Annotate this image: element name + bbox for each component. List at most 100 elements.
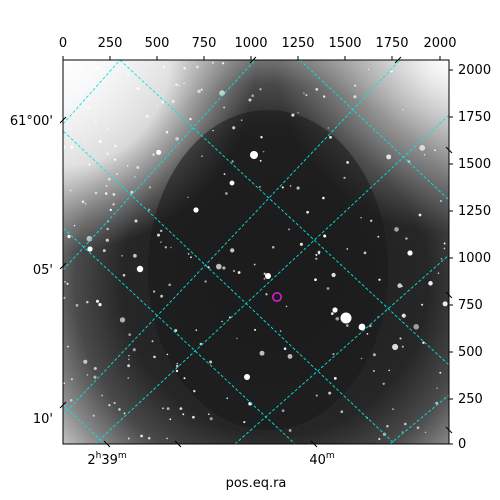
star <box>435 401 439 405</box>
x-tick-label: 1500 <box>328 36 361 51</box>
star <box>288 228 291 231</box>
star <box>413 324 419 330</box>
tick-mark <box>445 146 453 154</box>
y-tick-label: 1750 <box>458 110 491 125</box>
star <box>201 155 203 158</box>
star <box>164 246 167 249</box>
star <box>126 164 129 167</box>
star <box>169 418 172 421</box>
star <box>176 362 179 365</box>
star <box>259 350 265 356</box>
star <box>187 253 190 255</box>
star <box>388 369 391 372</box>
star <box>442 301 448 307</box>
x-tick-label: 250 <box>98 36 123 51</box>
star <box>196 65 199 69</box>
star <box>189 117 192 121</box>
star <box>424 431 427 434</box>
star <box>271 246 275 249</box>
tick-mark <box>103 440 111 448</box>
star <box>92 414 95 417</box>
bright-star <box>340 312 352 324</box>
star <box>69 129 71 131</box>
star <box>87 106 90 110</box>
star <box>132 348 136 352</box>
star <box>343 176 346 179</box>
star <box>331 272 336 278</box>
star <box>130 190 134 194</box>
star <box>243 421 246 424</box>
dec-tick-label: 61°00' <box>10 114 53 129</box>
star <box>98 302 102 307</box>
grid-line <box>299 60 449 201</box>
star <box>200 88 203 91</box>
star <box>251 94 254 97</box>
tick-mark <box>59 116 67 124</box>
bright-star <box>250 151 258 159</box>
star <box>96 66 100 70</box>
x-tick-label: 0 <box>59 36 67 51</box>
star <box>105 238 109 242</box>
bright-star <box>407 250 413 256</box>
star <box>335 317 340 321</box>
y-tick-label: 1000 <box>458 251 491 266</box>
star <box>436 387 439 390</box>
tick-mark <box>445 426 453 434</box>
star <box>171 99 175 103</box>
star <box>64 281 66 283</box>
star <box>219 90 225 96</box>
star <box>166 407 170 411</box>
star <box>407 160 411 164</box>
star <box>63 296 66 300</box>
star <box>297 112 299 114</box>
star <box>440 258 443 260</box>
star <box>285 305 288 308</box>
bright-star <box>229 180 235 186</box>
star <box>368 324 372 328</box>
star <box>401 313 406 318</box>
star <box>192 415 195 419</box>
star <box>197 89 201 94</box>
x-axis-title: pos.eq.ra <box>226 476 287 491</box>
star <box>190 256 192 259</box>
star <box>332 353 335 356</box>
star <box>225 192 228 195</box>
star <box>86 374 89 376</box>
star <box>73 224 76 227</box>
star <box>340 410 344 414</box>
star <box>134 175 136 178</box>
grid-line <box>94 114 449 444</box>
x-tick-label: 1250 <box>281 36 314 51</box>
star <box>404 422 407 426</box>
grid-line <box>63 60 121 125</box>
star <box>323 234 327 238</box>
star <box>63 382 65 385</box>
star <box>333 377 337 380</box>
star <box>147 436 151 440</box>
star <box>195 329 198 332</box>
star <box>116 173 118 175</box>
star <box>136 165 140 170</box>
y-tick-label: 250 <box>458 392 483 407</box>
star <box>113 158 117 161</box>
star <box>315 253 318 256</box>
star <box>263 277 266 280</box>
ra-axis: 2h39m 40m <box>87 451 334 468</box>
right-pixel-axis: 0 250 500 750 1000 1250 1500 1750 2000 <box>458 63 491 452</box>
star <box>221 62 225 65</box>
star <box>230 248 235 253</box>
star <box>353 95 357 99</box>
star <box>443 242 446 245</box>
star <box>207 266 210 269</box>
star <box>148 208 151 211</box>
star <box>223 173 226 176</box>
star <box>157 233 160 237</box>
tick-mark <box>59 262 67 270</box>
tick-mark <box>394 56 402 64</box>
ra-tick-label: 40m <box>309 451 334 468</box>
star <box>107 127 110 130</box>
star <box>84 202 87 205</box>
star <box>232 126 236 130</box>
star <box>175 83 178 86</box>
bright-star <box>87 246 93 252</box>
